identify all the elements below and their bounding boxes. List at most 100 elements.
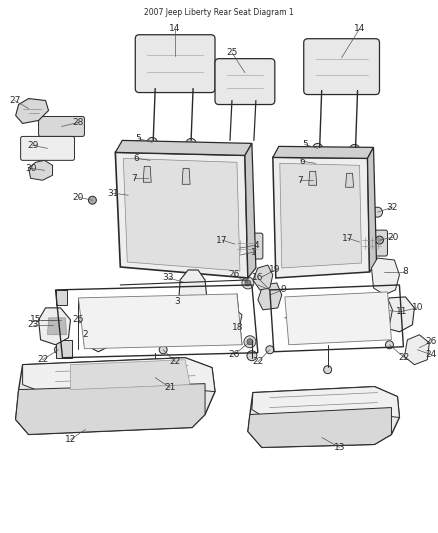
Polygon shape: [16, 99, 49, 124]
Polygon shape: [82, 310, 115, 352]
Ellipse shape: [316, 217, 334, 227]
Circle shape: [186, 157, 192, 163]
Polygon shape: [210, 305, 242, 340]
Ellipse shape: [316, 196, 334, 205]
Polygon shape: [346, 173, 353, 187]
Polygon shape: [285, 292, 392, 345]
Polygon shape: [367, 148, 377, 272]
Circle shape: [413, 342, 425, 354]
FancyBboxPatch shape: [356, 230, 388, 256]
Circle shape: [147, 155, 153, 161]
Text: 16: 16: [252, 273, 264, 282]
FancyBboxPatch shape: [146, 223, 220, 255]
Text: 7: 7: [131, 174, 137, 183]
Polygon shape: [273, 147, 374, 158]
Text: 20: 20: [73, 193, 84, 201]
FancyBboxPatch shape: [215, 59, 275, 104]
Text: 29: 29: [27, 141, 38, 150]
Circle shape: [88, 196, 96, 204]
Text: 13: 13: [334, 443, 346, 452]
Circle shape: [385, 341, 393, 349]
Text: 26: 26: [228, 270, 240, 279]
Polygon shape: [115, 140, 252, 155]
Text: 3: 3: [174, 297, 180, 306]
Circle shape: [350, 161, 356, 167]
Polygon shape: [16, 384, 205, 434]
Text: 12: 12: [65, 435, 76, 444]
Polygon shape: [23, 358, 215, 394]
Text: 32: 32: [387, 203, 398, 212]
Circle shape: [89, 329, 101, 341]
Polygon shape: [78, 294, 242, 349]
Ellipse shape: [173, 227, 193, 237]
Circle shape: [147, 138, 157, 148]
Text: 10: 10: [412, 303, 423, 312]
Text: 22: 22: [399, 353, 410, 362]
FancyBboxPatch shape: [39, 117, 85, 136]
Text: 22: 22: [252, 357, 264, 366]
Text: 15: 15: [30, 316, 41, 324]
Text: 21: 21: [164, 383, 176, 392]
Circle shape: [375, 236, 384, 244]
Text: 26: 26: [426, 337, 437, 346]
Text: 25: 25: [226, 48, 238, 57]
FancyBboxPatch shape: [304, 39, 379, 94]
Polygon shape: [178, 270, 208, 325]
Text: 30: 30: [25, 164, 36, 173]
FancyBboxPatch shape: [231, 233, 263, 259]
Ellipse shape: [173, 183, 193, 193]
Circle shape: [242, 277, 254, 289]
Text: 6: 6: [300, 157, 306, 166]
Polygon shape: [143, 166, 151, 182]
Circle shape: [92, 332, 99, 338]
Circle shape: [54, 346, 63, 354]
Text: 1: 1: [251, 247, 257, 256]
Ellipse shape: [173, 205, 193, 215]
Polygon shape: [253, 265, 273, 290]
Text: 31: 31: [108, 189, 119, 198]
Polygon shape: [280, 163, 361, 268]
Polygon shape: [182, 168, 190, 184]
Polygon shape: [371, 258, 399, 295]
Circle shape: [247, 351, 257, 361]
Text: 26: 26: [73, 316, 84, 324]
Polygon shape: [56, 340, 72, 358]
Text: 9: 9: [280, 286, 286, 294]
Text: 27: 27: [9, 96, 20, 105]
Polygon shape: [56, 290, 67, 305]
Polygon shape: [273, 157, 370, 278]
Circle shape: [324, 366, 332, 374]
Polygon shape: [39, 308, 71, 345]
Polygon shape: [309, 171, 317, 185]
FancyBboxPatch shape: [21, 136, 74, 160]
Circle shape: [266, 346, 274, 354]
Text: 14: 14: [170, 25, 181, 33]
Text: 28: 28: [73, 118, 84, 127]
Text: 17: 17: [216, 236, 228, 245]
Text: 2: 2: [83, 330, 88, 340]
Polygon shape: [404, 335, 429, 365]
Polygon shape: [248, 408, 392, 447]
Text: 18: 18: [232, 324, 244, 332]
Circle shape: [313, 160, 319, 166]
Circle shape: [245, 280, 251, 286]
Circle shape: [186, 139, 196, 148]
Circle shape: [124, 190, 133, 200]
Text: 4: 4: [253, 240, 259, 249]
Text: 26: 26: [228, 350, 240, 359]
Polygon shape: [124, 158, 240, 271]
Text: 20: 20: [388, 232, 399, 241]
Polygon shape: [252, 386, 399, 419]
Polygon shape: [16, 358, 215, 434]
Circle shape: [151, 374, 159, 382]
Circle shape: [372, 207, 382, 217]
Text: 2007 Jeep Liberty Rear Seat Diagram 1: 2007 Jeep Liberty Rear Seat Diagram 1: [144, 9, 294, 17]
Circle shape: [54, 316, 63, 324]
Polygon shape: [258, 283, 282, 310]
Polygon shape: [367, 298, 392, 330]
Text: 14: 14: [354, 25, 365, 33]
Text: 23: 23: [27, 320, 38, 329]
Text: 17: 17: [342, 233, 353, 243]
FancyBboxPatch shape: [135, 35, 215, 93]
Polygon shape: [248, 386, 399, 447]
